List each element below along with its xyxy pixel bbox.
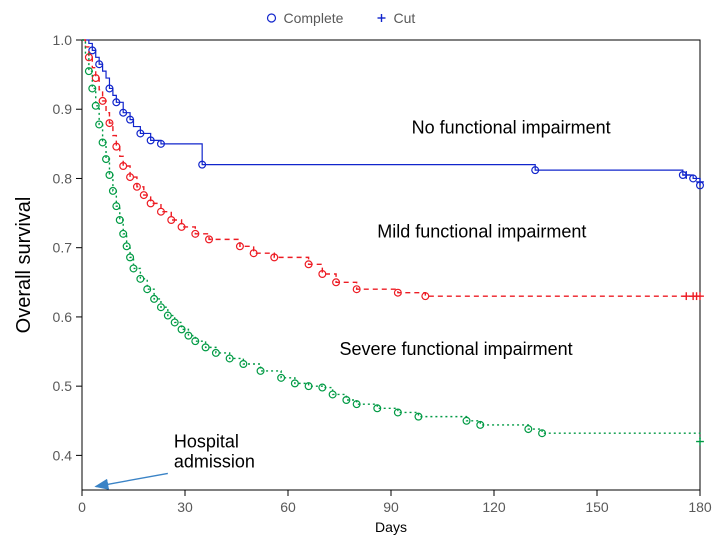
x-tick-label: 60 [280,499,296,515]
x-tick-label: 30 [177,499,193,515]
annotation-text: admission [174,451,255,471]
x-axis-label: Days [375,519,407,535]
survival-chart: 0 30 60 90 120 150 180 0.4 0.5 0.6 0.7 0.8 0.9 1.0 Day… [0,0,723,540]
series-label: Severe functional impairment [340,339,573,359]
annotation-text: Hospital [174,431,239,451]
series-label: No functional impairment [412,117,611,137]
y-tick-label: 0.9 [53,101,73,117]
y-tick-label: 1.0 [53,32,73,48]
marker-complete [130,265,137,272]
x-tick-label: 0 [78,499,86,515]
y-tick-label: 0.6 [53,309,73,325]
series-label: Mild functional impairment [377,221,586,241]
x-tick-label: 180 [688,499,712,515]
legend-label: Cut [394,10,416,26]
legend: Complete Cut [268,10,416,26]
y-tick-label: 0.4 [53,447,73,463]
series-no_impairment: No functional impairment [82,40,704,189]
marker-complete [137,275,144,282]
legend-marker [268,14,276,22]
y-axis-label: Overall survival [13,197,35,334]
y-tick-label: 0.8 [53,170,73,186]
x-tick-label: 150 [585,499,609,515]
marker-complete [185,332,192,339]
y-tick-label: 0.5 [53,378,73,394]
y-tick-label: 0.7 [53,240,73,256]
series-severe_impairment: Severe functional impairment [82,40,704,445]
legend-label: Complete [284,10,344,26]
annotation-arrow [96,473,168,486]
x-tick-label: 90 [383,499,399,515]
x-tick-label: 120 [482,499,506,515]
